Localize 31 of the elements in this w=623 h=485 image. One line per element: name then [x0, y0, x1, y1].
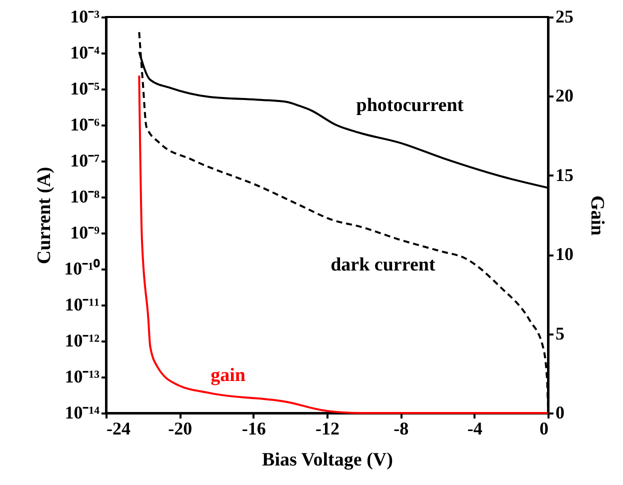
x-tick-label: 0 [540, 418, 548, 438]
series-label: dark current [330, 254, 436, 276]
series-label: gain [210, 365, 246, 386]
x-tick-label: -8 [394, 418, 409, 438]
y2-tick-label: 5 [556, 323, 564, 344]
y-tick-label: 10⁻³ [70, 6, 100, 26]
y2-axis-title: Gain [586, 195, 608, 236]
y-tick-label: 10⁻¹¹ [64, 294, 100, 314]
y-tick-label: 10⁻⁴ [70, 42, 100, 62]
y-tick-label: 10⁻⁸ [70, 186, 100, 206]
x-tick-label: -24 [106, 418, 130, 438]
y-tick-label: 10⁻¹² [64, 330, 100, 350]
y2-tick-label: 25 [556, 6, 574, 26]
x-tick-label: -4 [467, 418, 482, 438]
x-tick-label: -12 [316, 418, 340, 438]
x-axis-title: Bias Voltage (V) [262, 450, 393, 470]
y-tick-label: 10⁻¹³ [64, 366, 100, 386]
y-axis-title: Current (A) [34, 166, 56, 264]
y-tick-label: 10⁻⁹ [70, 222, 100, 242]
y-tick-label: 10⁻⁶ [70, 114, 100, 134]
y2-tick-label: 0 [556, 402, 564, 422]
series-label: photocurrent [356, 94, 464, 116]
y2-tick-label: 20 [556, 86, 574, 106]
x-tick-label: -20 [168, 418, 192, 438]
y-tick-label: 10⁻⁷ [70, 150, 100, 170]
y2-tick-label: 15 [556, 164, 574, 185]
y-tick-label: 10⁻⁵ [70, 78, 100, 98]
y-tick-label: 10⁻¹⁴ [64, 402, 100, 422]
y-tick-label: 10⁻¹⁰ [64, 258, 100, 278]
x-tick-label: -16 [242, 418, 266, 438]
y2-tick-label: 10 [556, 244, 574, 264]
